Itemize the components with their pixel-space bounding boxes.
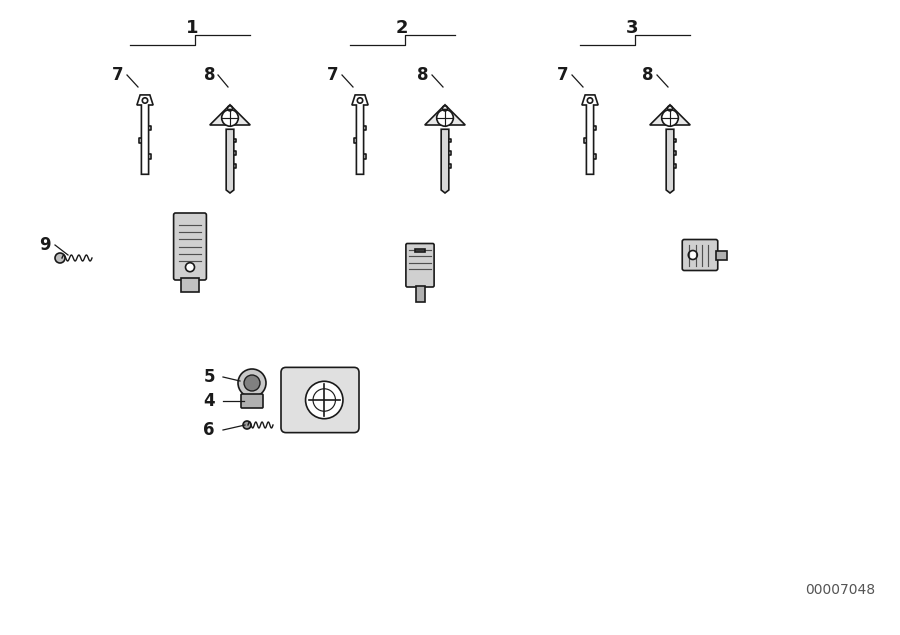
Text: 7: 7 — [112, 66, 124, 84]
Text: 8: 8 — [204, 66, 216, 84]
Polygon shape — [425, 105, 465, 125]
FancyBboxPatch shape — [241, 394, 263, 408]
Bar — [716, 250, 726, 260]
Circle shape — [221, 109, 239, 126]
Text: 6: 6 — [203, 421, 215, 439]
FancyBboxPatch shape — [406, 243, 434, 287]
FancyBboxPatch shape — [281, 368, 359, 432]
Polygon shape — [441, 130, 449, 193]
Bar — [416, 286, 425, 302]
Circle shape — [688, 250, 698, 260]
Bar — [415, 248, 426, 252]
Text: 3: 3 — [626, 19, 638, 37]
Polygon shape — [666, 130, 674, 193]
Circle shape — [244, 375, 260, 391]
Text: 8: 8 — [418, 66, 428, 84]
Text: 4: 4 — [203, 392, 215, 410]
Circle shape — [306, 381, 343, 418]
FancyBboxPatch shape — [682, 239, 718, 271]
Polygon shape — [226, 130, 234, 193]
FancyBboxPatch shape — [174, 213, 206, 280]
Text: 1: 1 — [185, 19, 198, 37]
Text: 8: 8 — [643, 66, 653, 84]
Text: 7: 7 — [328, 66, 338, 84]
Circle shape — [55, 253, 65, 263]
Text: 7: 7 — [557, 66, 569, 84]
Circle shape — [436, 109, 454, 126]
Text: 5: 5 — [203, 368, 215, 386]
Bar — [181, 278, 199, 291]
Text: 9: 9 — [40, 236, 50, 254]
Polygon shape — [210, 105, 250, 125]
Text: 2: 2 — [396, 19, 409, 37]
Circle shape — [185, 263, 194, 272]
Text: 00007048: 00007048 — [805, 583, 875, 597]
Polygon shape — [650, 105, 690, 125]
Circle shape — [662, 109, 679, 126]
Circle shape — [238, 369, 266, 397]
Circle shape — [243, 421, 251, 429]
